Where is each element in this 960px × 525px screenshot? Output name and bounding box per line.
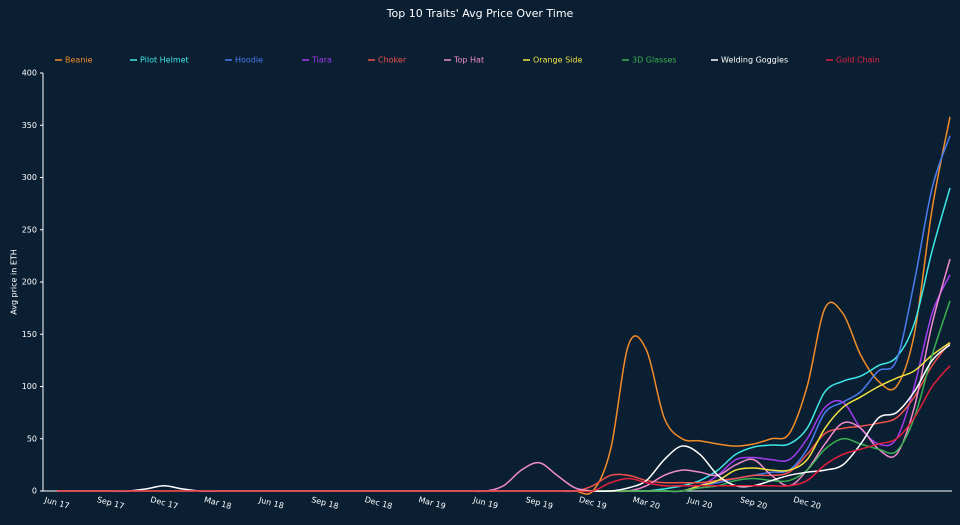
y-tick-label: 300 [22,173,37,182]
legend-label: Choker [378,56,407,65]
legend-label: Welding Goggles [721,56,788,65]
y-axis-label: Avg price in ETH [10,249,19,315]
legend-label: Tiara [311,56,332,65]
y-tick-label: 50 [27,434,37,443]
y-tick-label: 250 [22,225,37,234]
legend-label: Top Hat [453,56,484,65]
y-tick-label: 200 [22,278,37,287]
y-tick-label: 400 [22,69,37,78]
y-tick-label: 100 [22,382,37,391]
legend-label: Pilot Helmet [140,56,189,65]
legend-label: Beanie [65,56,93,65]
legend-label: Gold Chain [836,56,880,65]
legend-label: Hoodie [235,56,263,65]
chart-title: Top 10 Traits' Avg Price Over Time [386,7,574,20]
legend-label: Orange Side [533,56,582,65]
y-tick-label: 0 [32,487,37,496]
legend-label: 3D Glasses [632,56,677,65]
series-line [56,365,951,493]
y-tick-label: 150 [22,330,37,339]
y-tick-label: 350 [22,121,37,130]
